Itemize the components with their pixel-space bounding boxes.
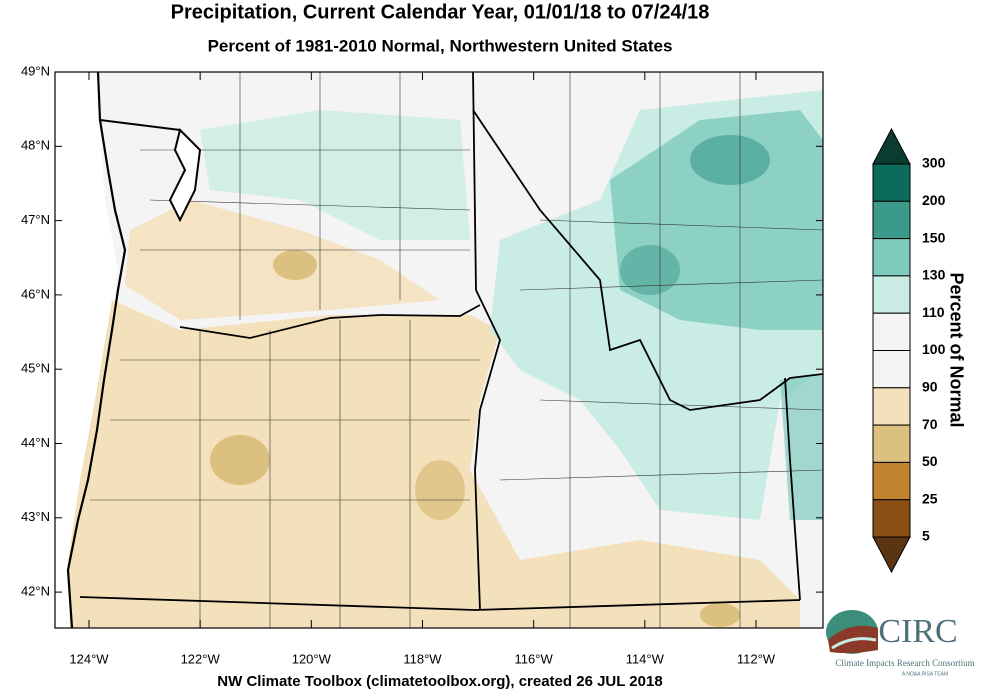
- colorbar-triangle: [872, 127, 911, 165]
- colorbar-box: [872, 238, 911, 277]
- colorbar-label: 110: [922, 304, 945, 320]
- lon-tick-label: 116°W: [515, 651, 554, 666]
- logo: CIRC Climate Impacts Research Consortium…: [826, 610, 975, 677]
- lat-tick-label: 49°N: [21, 63, 50, 78]
- colorbar-box: [872, 424, 911, 463]
- logo-tagline: A NOAA RISA TEAM: [902, 671, 948, 677]
- map: [54, 71, 824, 629]
- colorbar-label: 50: [922, 453, 938, 469]
- lon-tick-label: 122°W: [181, 651, 221, 666]
- colorbar-box: [872, 387, 911, 426]
- colorbar-box: [872, 499, 911, 538]
- colorbar-label: 90: [922, 379, 938, 395]
- lat-tick-label: 42°N: [21, 584, 50, 599]
- axes: 49°N 48°N 47°N 46°N 45°N 44°N 43°N 42°N 124°W 122…: [21, 63, 823, 666]
- colorbar-label: 100: [922, 341, 946, 357]
- colorbar-label: 5: [922, 528, 930, 544]
- title: Precipitation, Current Calendar Year, 01…: [171, 1, 710, 23]
- colorbar-box: [872, 275, 911, 314]
- lon-tick-label: 112°W: [737, 651, 776, 666]
- colorbar-label: 300: [922, 155, 946, 171]
- colorbar: 300 200 150 130 110 100 90 70 50 25 5: [872, 127, 946, 574]
- colorbar-label: 70: [922, 416, 938, 432]
- lon-tick-label: 118°W: [403, 651, 442, 666]
- footer: NW Climate Toolbox (climatetoolbox.org),…: [217, 673, 662, 690]
- colorbar-box: [872, 461, 911, 501]
- lat-tick-label: 47°N: [21, 212, 50, 227]
- lat-tick-label: 46°N: [21, 286, 50, 301]
- colorbar-title: Percent of Normal: [946, 272, 966, 427]
- logo-full-name: Climate Impacts Research Consortium: [835, 658, 974, 668]
- logo-name: CIRC: [878, 613, 957, 650]
- colorbar-box: [872, 350, 911, 389]
- colorbar-box: [872, 163, 911, 202]
- lat-tick-label: 43°N: [21, 509, 50, 524]
- colorbar-label: 200: [922, 192, 946, 208]
- subtitle: Percent of 1981-2010 Normal, Northwester…: [208, 36, 673, 55]
- colorbar-box: [872, 200, 911, 240]
- lat-tick-label: 48°N: [21, 138, 50, 153]
- colorbar-triangle: [872, 536, 911, 574]
- lon-tick-label: 114°W: [626, 651, 665, 666]
- lon-tick-label: 120°W: [292, 651, 332, 666]
- colorbar-label: 25: [922, 490, 938, 506]
- colorbar-label: 150: [922, 229, 946, 245]
- lat-tick-label: 44°N: [21, 435, 50, 450]
- colorbar-box: [872, 312, 911, 352]
- lon-tick-label: 124°W: [69, 651, 109, 666]
- lat-tick-label: 45°N: [21, 361, 50, 376]
- colorbar-label: 130: [922, 267, 946, 283]
